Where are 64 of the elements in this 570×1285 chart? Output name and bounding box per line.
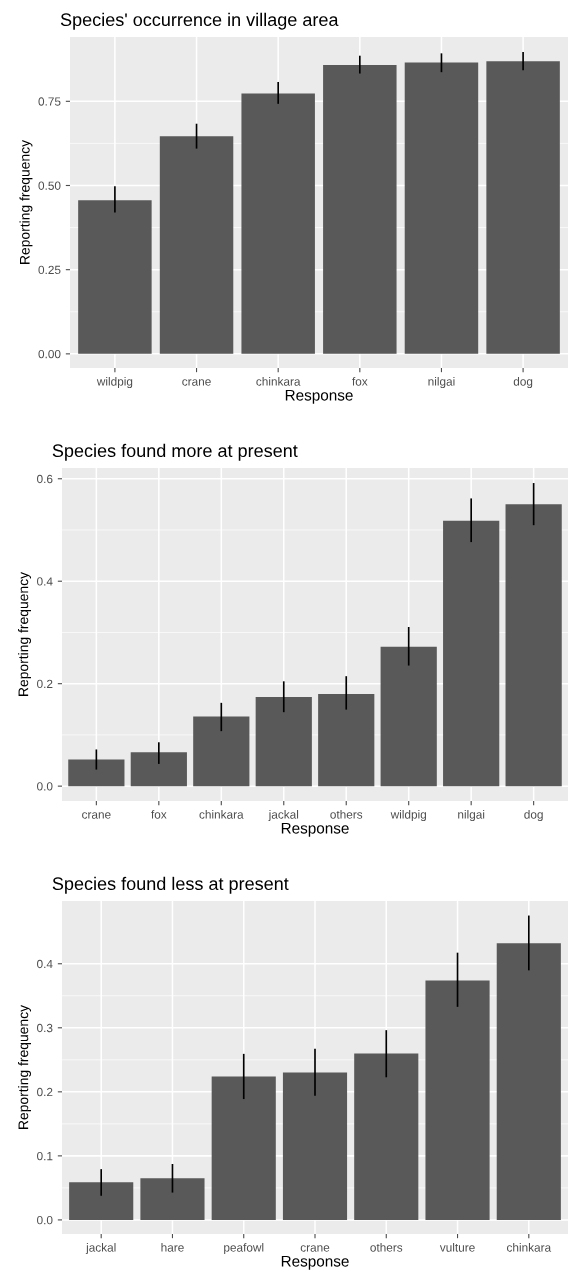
bar — [318, 693, 375, 787]
bar — [140, 1178, 205, 1220]
bar — [496, 943, 561, 1220]
bar — [68, 759, 125, 787]
y-tick-label: 0.2 — [37, 1087, 53, 1097]
y-tick-label: 0.3 — [37, 1023, 53, 1033]
x-tick-label: peafowl — [224, 1243, 264, 1255]
x-tick-label: hare — [161, 1243, 184, 1252]
bar — [380, 646, 437, 787]
bar — [282, 1072, 348, 1220]
bar — [241, 93, 315, 354]
chart-title: Species found more at present — [52, 443, 298, 461]
x-tick-label: chinkara — [199, 810, 244, 819]
x-tick-label: vulture — [439, 1243, 475, 1252]
y-tick-label: 0.0 — [37, 1215, 53, 1225]
x-tick-label: jackal — [85, 1243, 116, 1255]
chart-title: Species found less at present — [52, 876, 289, 894]
y-tick-label: 0.6 — [37, 474, 53, 484]
x-tick-label: chinkara — [256, 377, 301, 386]
y-axis-title: Reporting frequency — [18, 571, 32, 696]
x-tick-label: nilgai — [428, 377, 455, 389]
bar — [505, 504, 562, 787]
y-tick-label: 0.2 — [37, 679, 53, 689]
x-axis-title: Response — [281, 1255, 349, 1270]
x-tick-label: chinkara — [506, 1243, 552, 1252]
x-tick-label: jackal — [268, 810, 299, 822]
bar — [78, 200, 152, 354]
x-tick-label: dog — [513, 377, 533, 389]
y-tick-label: 0.50 — [38, 181, 61, 190]
bar — [255, 697, 312, 787]
y-tick-label: 0.4 — [37, 959, 53, 969]
x-tick-label: crane — [182, 379, 211, 386]
bar — [323, 64, 397, 354]
y-tick-label: 0.4 — [37, 577, 53, 586]
chart-title: Species' occurrence in village area — [60, 12, 339, 30]
x-tick-label: others — [370, 1243, 403, 1252]
bar — [211, 1076, 276, 1220]
bar — [404, 62, 479, 354]
bar — [159, 136, 234, 354]
y-axis-title: Reporting frequency — [18, 1004, 32, 1129]
bar — [425, 980, 490, 1220]
x-tick-label: dog — [524, 810, 543, 822]
y-tick-label: 0.1 — [37, 1151, 53, 1161]
bar — [193, 716, 250, 787]
x-tick-label: crane — [82, 812, 111, 819]
x-axis-title: Response — [281, 822, 349, 837]
x-tick-label: fox — [352, 377, 368, 386]
x-tick-label: nilgai — [458, 810, 485, 822]
y-tick-label: 0.75 — [38, 97, 61, 106]
y-tick-label: 0.0 — [37, 782, 53, 791]
x-axis-title: Response — [285, 389, 353, 404]
y-tick-label: 0.25 — [38, 265, 61, 275]
x-tick-label: crane — [300, 1245, 330, 1252]
bar — [354, 1053, 419, 1220]
bar — [443, 520, 500, 787]
y-tick-label: 0.00 — [38, 349, 61, 359]
x-tick-label: fox — [151, 810, 167, 819]
bar — [486, 61, 560, 354]
bar — [69, 1182, 134, 1220]
x-tick-label: wildpig — [96, 377, 133, 389]
x-tick-label: wildpig — [390, 810, 426, 822]
bar — [130, 752, 187, 787]
x-tick-label: others — [330, 810, 363, 819]
y-axis-title: Reporting frequency — [19, 139, 33, 264]
